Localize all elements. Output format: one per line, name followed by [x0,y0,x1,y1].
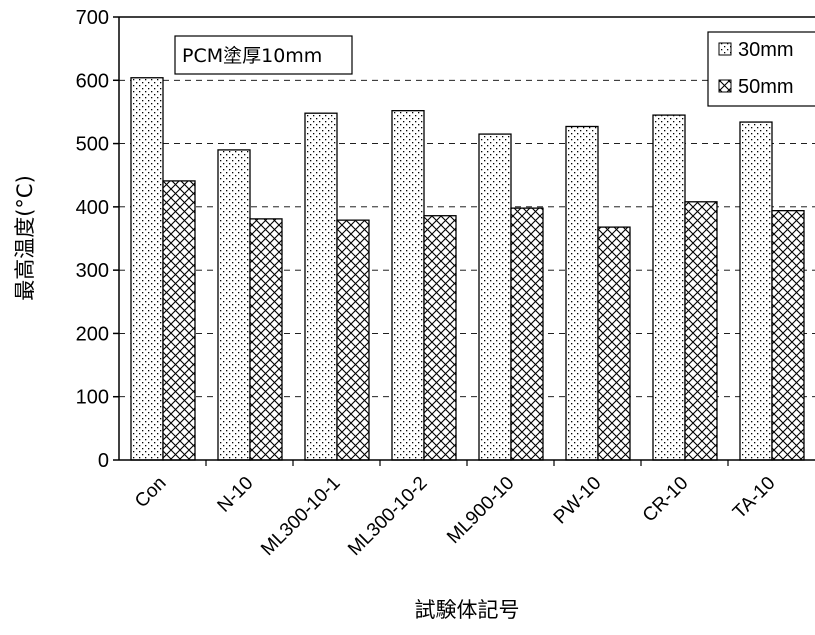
legend-swatch-30mm [718,42,732,56]
bar-30mm-N-10 [217,149,251,461]
legend-label-50mm: 50mm [738,76,794,98]
y-tick-label: 100 [76,387,109,409]
y-tick-label: 500 [76,134,109,156]
bar-50mm-Con [162,180,196,461]
y-tick-label: 400 [76,197,109,219]
x-category-labels: Con N-10 ML300-10-1 ML300-10-2 ML900-10 PW-10… [131,460,780,560]
y-ticks: 0 100 200 300 400 500 600 700 [76,7,119,472]
x-axis-title: 試験体記号 [415,598,520,622]
bar-30mm-ML300-10-2 [391,110,425,461]
y-tick-label: 0 [98,450,109,472]
x-category-label: N-10 [214,473,258,517]
y-tick-label: 700 [76,7,109,29]
annotation-text: PCM塗厚10mm [182,44,322,67]
y-tick-label: 600 [76,70,109,92]
bar-50mm-CR-10 [684,201,718,461]
annotation-box: PCM塗厚10mm [174,35,353,75]
bar-30mm-CR-10 [652,114,686,461]
x-category-label: TA-10 [729,473,779,523]
bar-50mm-ML900-10 [510,207,544,461]
bar-30mm-TA-10 [739,121,773,461]
legend-swatch-50mm [718,79,732,93]
bars [130,77,805,461]
y-tick-label: 300 [76,260,109,282]
bar-50mm-N-10 [249,218,283,461]
legend: 30mm 50mm [707,31,815,107]
bar-30mm-Con [130,77,164,461]
bar-30mm-ML300-10-1 [304,112,338,461]
x-category-label: CR-10 [639,473,693,527]
legend-label-30mm: 30mm [738,39,794,61]
y-tick-label: 200 [76,323,109,345]
bar-50mm-ML300-10-1 [336,219,370,461]
x-category-label: PW-10 [550,473,606,529]
y-axis-title: 最高温度(°C) [13,175,37,301]
x-category-label: ML300-10-1 [257,473,344,560]
bar-50mm-PW-10 [597,226,631,461]
x-category-label: ML900-10 [443,473,518,548]
bar-50mm-TA-10 [771,210,805,461]
x-category-label: Con [131,473,170,512]
bar-50mm-ML300-10-2 [423,215,457,461]
bar-30mm-ML900-10 [478,133,512,461]
x-category-label: ML300-10-2 [344,473,431,560]
bar-30mm-PW-10 [565,125,599,461]
